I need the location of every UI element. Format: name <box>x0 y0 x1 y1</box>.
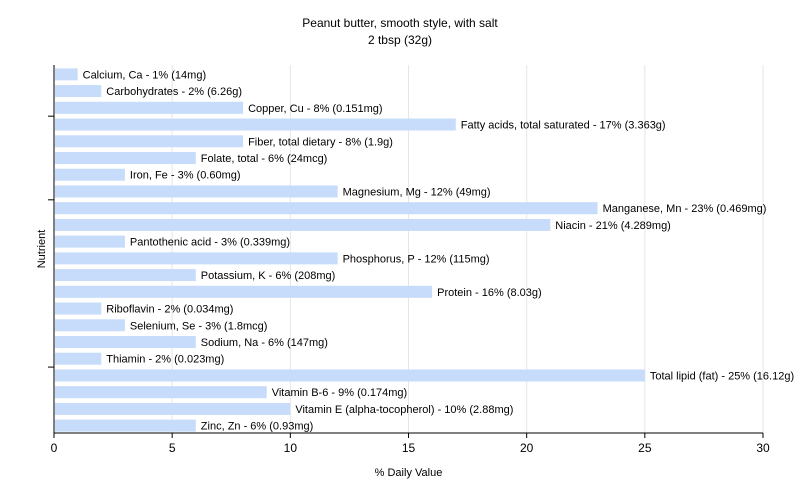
bar-label-11: Phosphorus, P - 12% (115mg) <box>343 253 490 265</box>
bar-label-9: Niacin - 21% (4.289mg) <box>555 220 671 232</box>
bar-14 <box>55 302 102 315</box>
bar-label-21: Zinc, Zn - 6% (0.93mg) <box>201 421 313 433</box>
bar-label-2: Copper, Cu - 8% (0.151mg) <box>248 103 383 115</box>
bar-10 <box>55 235 125 248</box>
x-tick-label-1: 5 <box>169 441 176 455</box>
bar-20 <box>55 402 291 415</box>
x-tick-label-3: 15 <box>402 441 416 455</box>
bar-6 <box>55 168 125 181</box>
y-axis-title: Nutrient <box>36 230 48 269</box>
bar-label-0: Calcium, Ca - 1% (14mg) <box>83 69 206 81</box>
bar-13 <box>55 285 433 298</box>
bar-0 <box>55 68 78 81</box>
bar-19 <box>55 386 267 399</box>
bar-label-3: Fatty acids, total saturated - 17% (3.36… <box>461 120 666 132</box>
bar-label-15: Selenium, Se - 3% (1.8mcg) <box>130 320 268 332</box>
bar-16 <box>55 336 196 348</box>
bar-label-4: Fiber, total dietary - 8% (1.9g) <box>248 136 393 148</box>
bar-3 <box>55 118 456 131</box>
bar-4 <box>55 135 244 148</box>
x-tick-label-5: 25 <box>638 441 652 455</box>
bar-label-5: Folate, total - 6% (24mcg) <box>201 153 328 165</box>
x-tick-label-0: 0 <box>51 441 58 455</box>
bar-2 <box>55 101 244 114</box>
bar-label-17: Thiamin - 2% (0.023mg) <box>106 354 224 366</box>
bar-label-8: Manganese, Mn - 23% (0.469mg) <box>603 203 767 215</box>
bar-1 <box>55 85 102 98</box>
chart-subtitle: 2 tbsp (32g) <box>367 33 433 47</box>
bar-11 <box>55 252 338 265</box>
bar-label-12: Potassium, K - 6% (208mg) <box>201 270 335 282</box>
bar-label-6: Iron, Fe - 3% (0.60mg) <box>130 170 241 182</box>
bar-label-16: Sodium, Na - 6% (147mg) <box>201 337 328 349</box>
bar-label-20: Vitamin E (alpha-tocopherol) - 10% (2.88… <box>295 404 513 416</box>
bar-7 <box>55 185 338 198</box>
bar-17 <box>55 352 102 365</box>
bar-label-14: Riboflavin - 2% (0.034mg) <box>106 304 233 316</box>
bar-label-7: Magnesium, Mg - 12% (49mg) <box>343 186 491 198</box>
chart-title: Peanut butter, smooth style, with salt <box>302 16 498 30</box>
bar-label-18: Total lipid (fat) - 25% (16.12g) <box>650 370 794 382</box>
bar-8 <box>55 202 598 215</box>
bar-label-10: Pantothenic acid - 3% (0.339mg) <box>130 237 290 249</box>
bar-18 <box>55 369 645 382</box>
x-tick-label-2: 10 <box>284 441 298 455</box>
bar-5 <box>55 152 196 164</box>
bar-label-1: Carbohydrates - 2% (6.26g) <box>106 86 242 98</box>
bar-12 <box>55 269 196 282</box>
bar-21 <box>55 419 196 432</box>
x-tick-label-6: 30 <box>756 441 770 455</box>
bar-label-13: Protein - 16% (8.03g) <box>437 287 542 299</box>
bar-9 <box>55 218 551 231</box>
x-tick-label-4: 20 <box>520 441 534 455</box>
x-axis-title: % Daily Value <box>375 467 443 479</box>
bar-15 <box>55 319 125 332</box>
bar-label-19: Vitamin B-6 - 9% (0.174mg) <box>272 387 408 399</box>
